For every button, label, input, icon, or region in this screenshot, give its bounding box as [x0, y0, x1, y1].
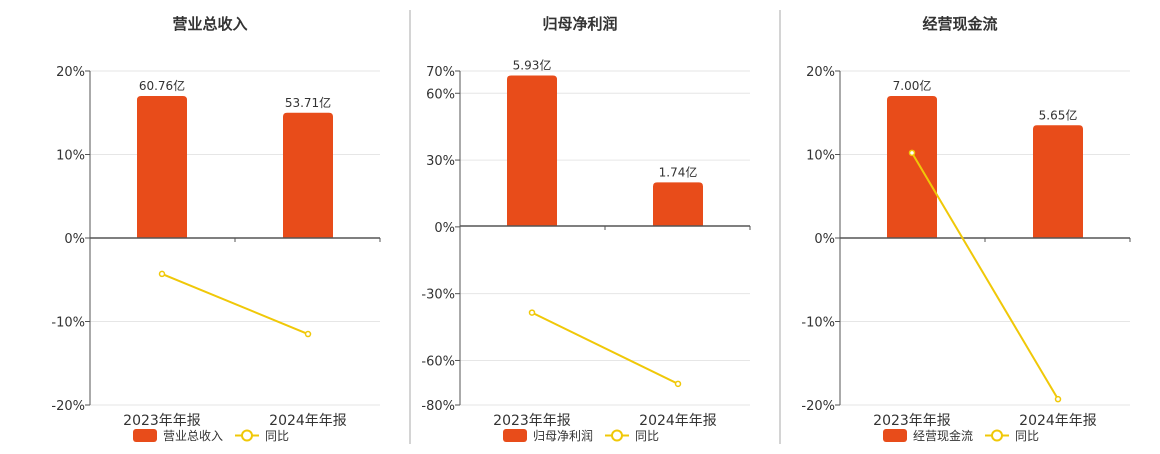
y-tick-label: 10% — [806, 149, 835, 164]
chart-title: 营业总收入 — [172, 15, 247, 33]
legend: 营业总收入 同比 — [133, 429, 289, 443]
legend-swatch-bar — [883, 429, 907, 442]
chart-panel-1: 营业总收入 20% 10% 0% -10% -20% 60.76亿 53.71亿 2023年年报… — [51, 15, 381, 443]
y-tick-label: 70% — [426, 65, 455, 80]
y-tick-label: 0% — [814, 232, 835, 247]
legend: 归母净利润 同比 — [503, 429, 659, 443]
yoy-line — [531, 311, 679, 385]
legend-label: 经营现金流 — [913, 428, 973, 443]
x-tick-label: 2023年年报 — [123, 413, 201, 429]
x-tick-label: 2024年年报 — [1019, 413, 1097, 429]
chart-panel-2: 归母净利润 70% 60% 30% 0% -30% -60% -80% 5.93亿 1.74亿 20… — [421, 15, 751, 443]
bar — [507, 75, 557, 226]
y-tick-label: -80% — [421, 399, 455, 414]
yoy-point — [908, 149, 916, 157]
chart-panel-3: 经营现金流 20% 10% 0% -10% -20% 7.00亿 5.65亿 2023年年报 20… — [801, 15, 1131, 443]
y-tick-label: -10% — [801, 316, 835, 331]
y-tick-label: -20% — [801, 399, 835, 414]
legend-swatch-bar — [503, 429, 527, 442]
legend-label: 同比 — [265, 429, 289, 443]
bar — [653, 182, 703, 226]
bar — [1033, 125, 1083, 238]
x-tick-label: 2023年年报 — [873, 413, 951, 429]
yoy-point — [674, 380, 682, 388]
y-tick-label: -30% — [421, 288, 455, 303]
y-tick-label: -60% — [421, 354, 455, 369]
bar-data-label: 5.93亿 — [513, 57, 552, 72]
chart-title: 归母净利润 — [542, 15, 617, 33]
yoy-point — [158, 270, 166, 278]
y-tick-label: 20% — [56, 65, 85, 80]
y-tick-label: -20% — [51, 399, 85, 414]
y-tick-label: -10% — [51, 316, 85, 331]
legend-label: 同比 — [635, 429, 659, 443]
bar-data-label: 60.76亿 — [139, 78, 185, 93]
legend-label: 归母净利润 — [533, 429, 593, 443]
y-tick-label: 20% — [806, 65, 835, 80]
y-tick-label: 0% — [434, 221, 455, 236]
legend-swatch-marker — [991, 429, 1003, 442]
legend: 经营现金流 同比 — [883, 428, 1039, 443]
bar-data-label: 1.74亿 — [659, 164, 698, 179]
x-tick-label: 2024年年报 — [269, 413, 347, 429]
x-tick-label: 2024年年报 — [639, 413, 717, 429]
yoy-point — [528, 309, 536, 316]
legend-label: 营业总收入 — [163, 429, 223, 443]
y-tick-label: 30% — [426, 154, 455, 169]
legend-label: 同比 — [1015, 429, 1039, 443]
legend-swatch-marker — [241, 429, 253, 442]
bar-data-label: 5.65亿 — [1039, 107, 1078, 122]
bar-data-label: 53.71亿 — [285, 95, 331, 110]
y-tick-label: 60% — [426, 87, 455, 102]
legend-swatch-marker — [611, 429, 623, 442]
yoy-line — [911, 152, 1059, 400]
yoy-point — [304, 330, 312, 338]
yoy-line — [161, 272, 309, 335]
y-tick-label: 0% — [64, 232, 85, 247]
bar — [137, 96, 187, 238]
yoy-point — [1054, 395, 1062, 403]
legend-swatch-bar — [133, 429, 157, 442]
bar — [887, 96, 937, 238]
x-tick-label: 2023年年报 — [493, 413, 571, 429]
bar-data-label: 7.00亿 — [893, 78, 932, 93]
chart-title: 经营现金流 — [922, 15, 997, 33]
y-tick-label: 10% — [56, 149, 85, 164]
bar — [283, 112, 333, 238]
